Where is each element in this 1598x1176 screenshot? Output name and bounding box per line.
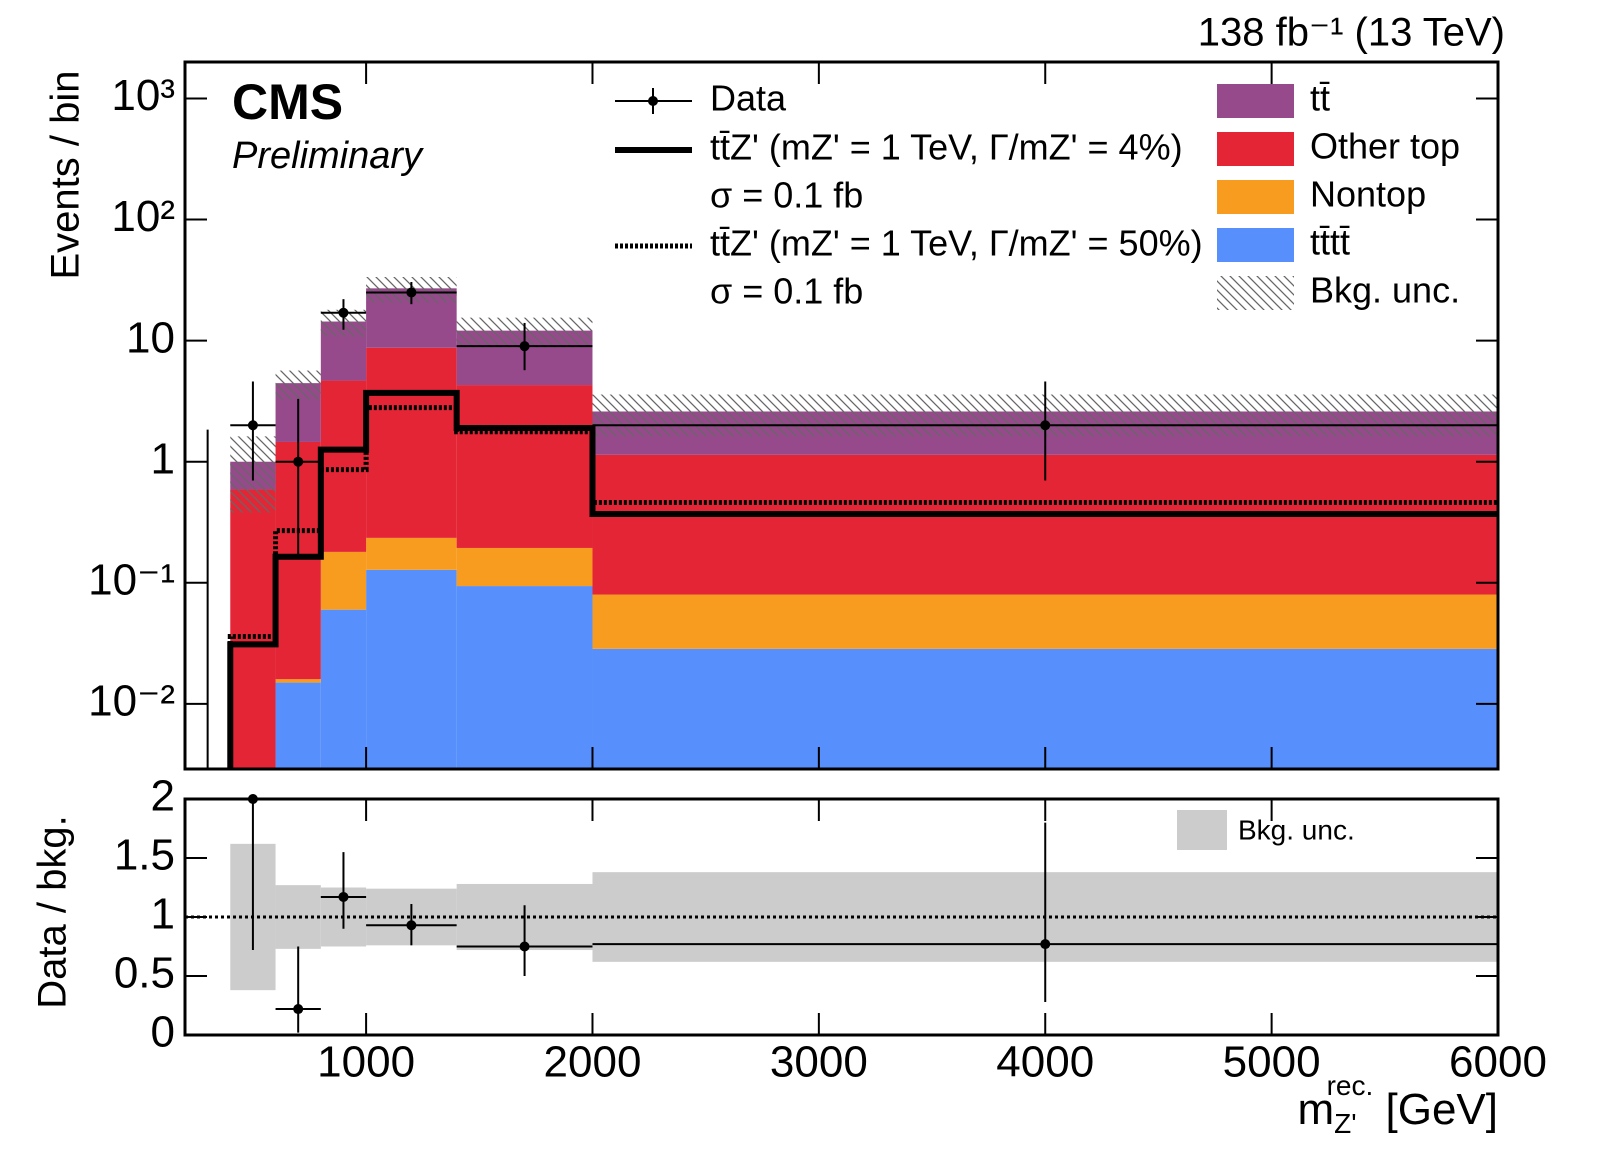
y-tick-label: 0.5 bbox=[114, 949, 175, 998]
experiment: CMS bbox=[232, 74, 343, 130]
y-tick-label: 10 bbox=[126, 313, 175, 362]
x-tick-label: 6000 bbox=[1449, 1038, 1547, 1087]
x-title-sub: Z' bbox=[1334, 1108, 1356, 1139]
stack-bar bbox=[320, 380, 367, 552]
legend-label: tt̄ bbox=[1310, 78, 1330, 119]
y-tick-label: 0 bbox=[151, 1008, 175, 1057]
legend-label: Bkg. unc. bbox=[1238, 814, 1355, 845]
uncertainty-band bbox=[275, 370, 321, 400]
y-tick-label: 10² bbox=[111, 192, 175, 241]
y-axis-title: Events / bin bbox=[44, 70, 88, 279]
signal-line bbox=[227, 405, 1498, 769]
legend-label: tt̄Z' (mZ' = 1 TeV, Γ/mZ' = 50%) bbox=[710, 223, 1203, 264]
x-tick-label: 2000 bbox=[544, 1038, 642, 1087]
legend-label: tt̄Z' (mZ' = 1 TeV, Γ/mZ' = 4%) bbox=[710, 127, 1183, 168]
lumi: 138 fb⁻¹ (13 TeV) bbox=[1198, 11, 1505, 55]
data-point bbox=[1040, 939, 1051, 950]
stack-bar bbox=[456, 586, 593, 769]
data-point bbox=[519, 941, 530, 952]
stack-bar bbox=[592, 594, 1498, 649]
stack-bar bbox=[320, 551, 367, 610]
data-point bbox=[338, 307, 349, 318]
legend-label: Data bbox=[710, 78, 787, 119]
y-tick-label: 10⁻¹ bbox=[88, 555, 175, 604]
legend-label: tt̄tt̄ bbox=[1310, 222, 1350, 263]
legend-swatch bbox=[1217, 180, 1294, 214]
y-tick-label: 2 bbox=[151, 772, 175, 821]
stack-bar bbox=[366, 347, 457, 538]
legend-data-marker bbox=[648, 96, 658, 106]
x-title-base: m bbox=[1297, 1085, 1334, 1134]
x-title-unit: [GeV] bbox=[1373, 1085, 1498, 1134]
x-tick-label: 1000 bbox=[317, 1038, 415, 1087]
y-tick-label: 1 bbox=[151, 434, 175, 483]
legend-label: σ = 0.1 fb bbox=[710, 175, 863, 216]
x-tick-label: 4000 bbox=[996, 1038, 1094, 1087]
legend-swatch bbox=[1177, 810, 1227, 850]
stack-bar bbox=[275, 679, 321, 683]
legend-swatch bbox=[1217, 84, 1294, 118]
legend-swatch bbox=[1217, 276, 1294, 310]
stack-bar bbox=[456, 547, 593, 587]
data-point bbox=[293, 456, 304, 467]
legend-label: Bkg. unc. bbox=[1310, 270, 1460, 311]
data-point bbox=[247, 420, 258, 431]
y-tick-label: 1.5 bbox=[114, 831, 175, 880]
stack-bar bbox=[230, 489, 276, 769]
y-tick-label: 10³ bbox=[111, 71, 175, 120]
x-tick-label: 3000 bbox=[770, 1038, 868, 1087]
stack-bar bbox=[456, 385, 593, 548]
stack-bar bbox=[320, 609, 367, 769]
stack-bar bbox=[275, 682, 321, 769]
legend-label: σ = 0.1 fb bbox=[710, 271, 863, 312]
data-point bbox=[338, 891, 349, 902]
y-tick-label: 1 bbox=[151, 890, 175, 939]
frame bbox=[183, 60, 1500, 771]
data-point bbox=[1040, 420, 1051, 431]
frame bbox=[183, 797, 1500, 1037]
stack-bar bbox=[366, 569, 457, 769]
ratio-y-axis-title: Data / bkg. bbox=[31, 815, 75, 1008]
data-point bbox=[293, 1004, 304, 1015]
data-point bbox=[519, 341, 530, 352]
x-tick-label: 5000 bbox=[1223, 1038, 1321, 1087]
legend-label: Other top bbox=[1310, 126, 1460, 167]
legend-swatch bbox=[1217, 228, 1294, 262]
status: Preliminary bbox=[232, 135, 424, 177]
data-point bbox=[406, 920, 417, 931]
legend-label: Nontop bbox=[1310, 174, 1426, 215]
x-axis-title: mZ' rec. [GeV] bbox=[1297, 1070, 1498, 1139]
legend-swatch bbox=[1217, 132, 1294, 166]
stack-bar bbox=[366, 537, 457, 570]
data-point bbox=[406, 287, 417, 298]
x-title-sup: rec. bbox=[1327, 1070, 1374, 1101]
y-tick-label: 10⁻² bbox=[88, 677, 175, 726]
